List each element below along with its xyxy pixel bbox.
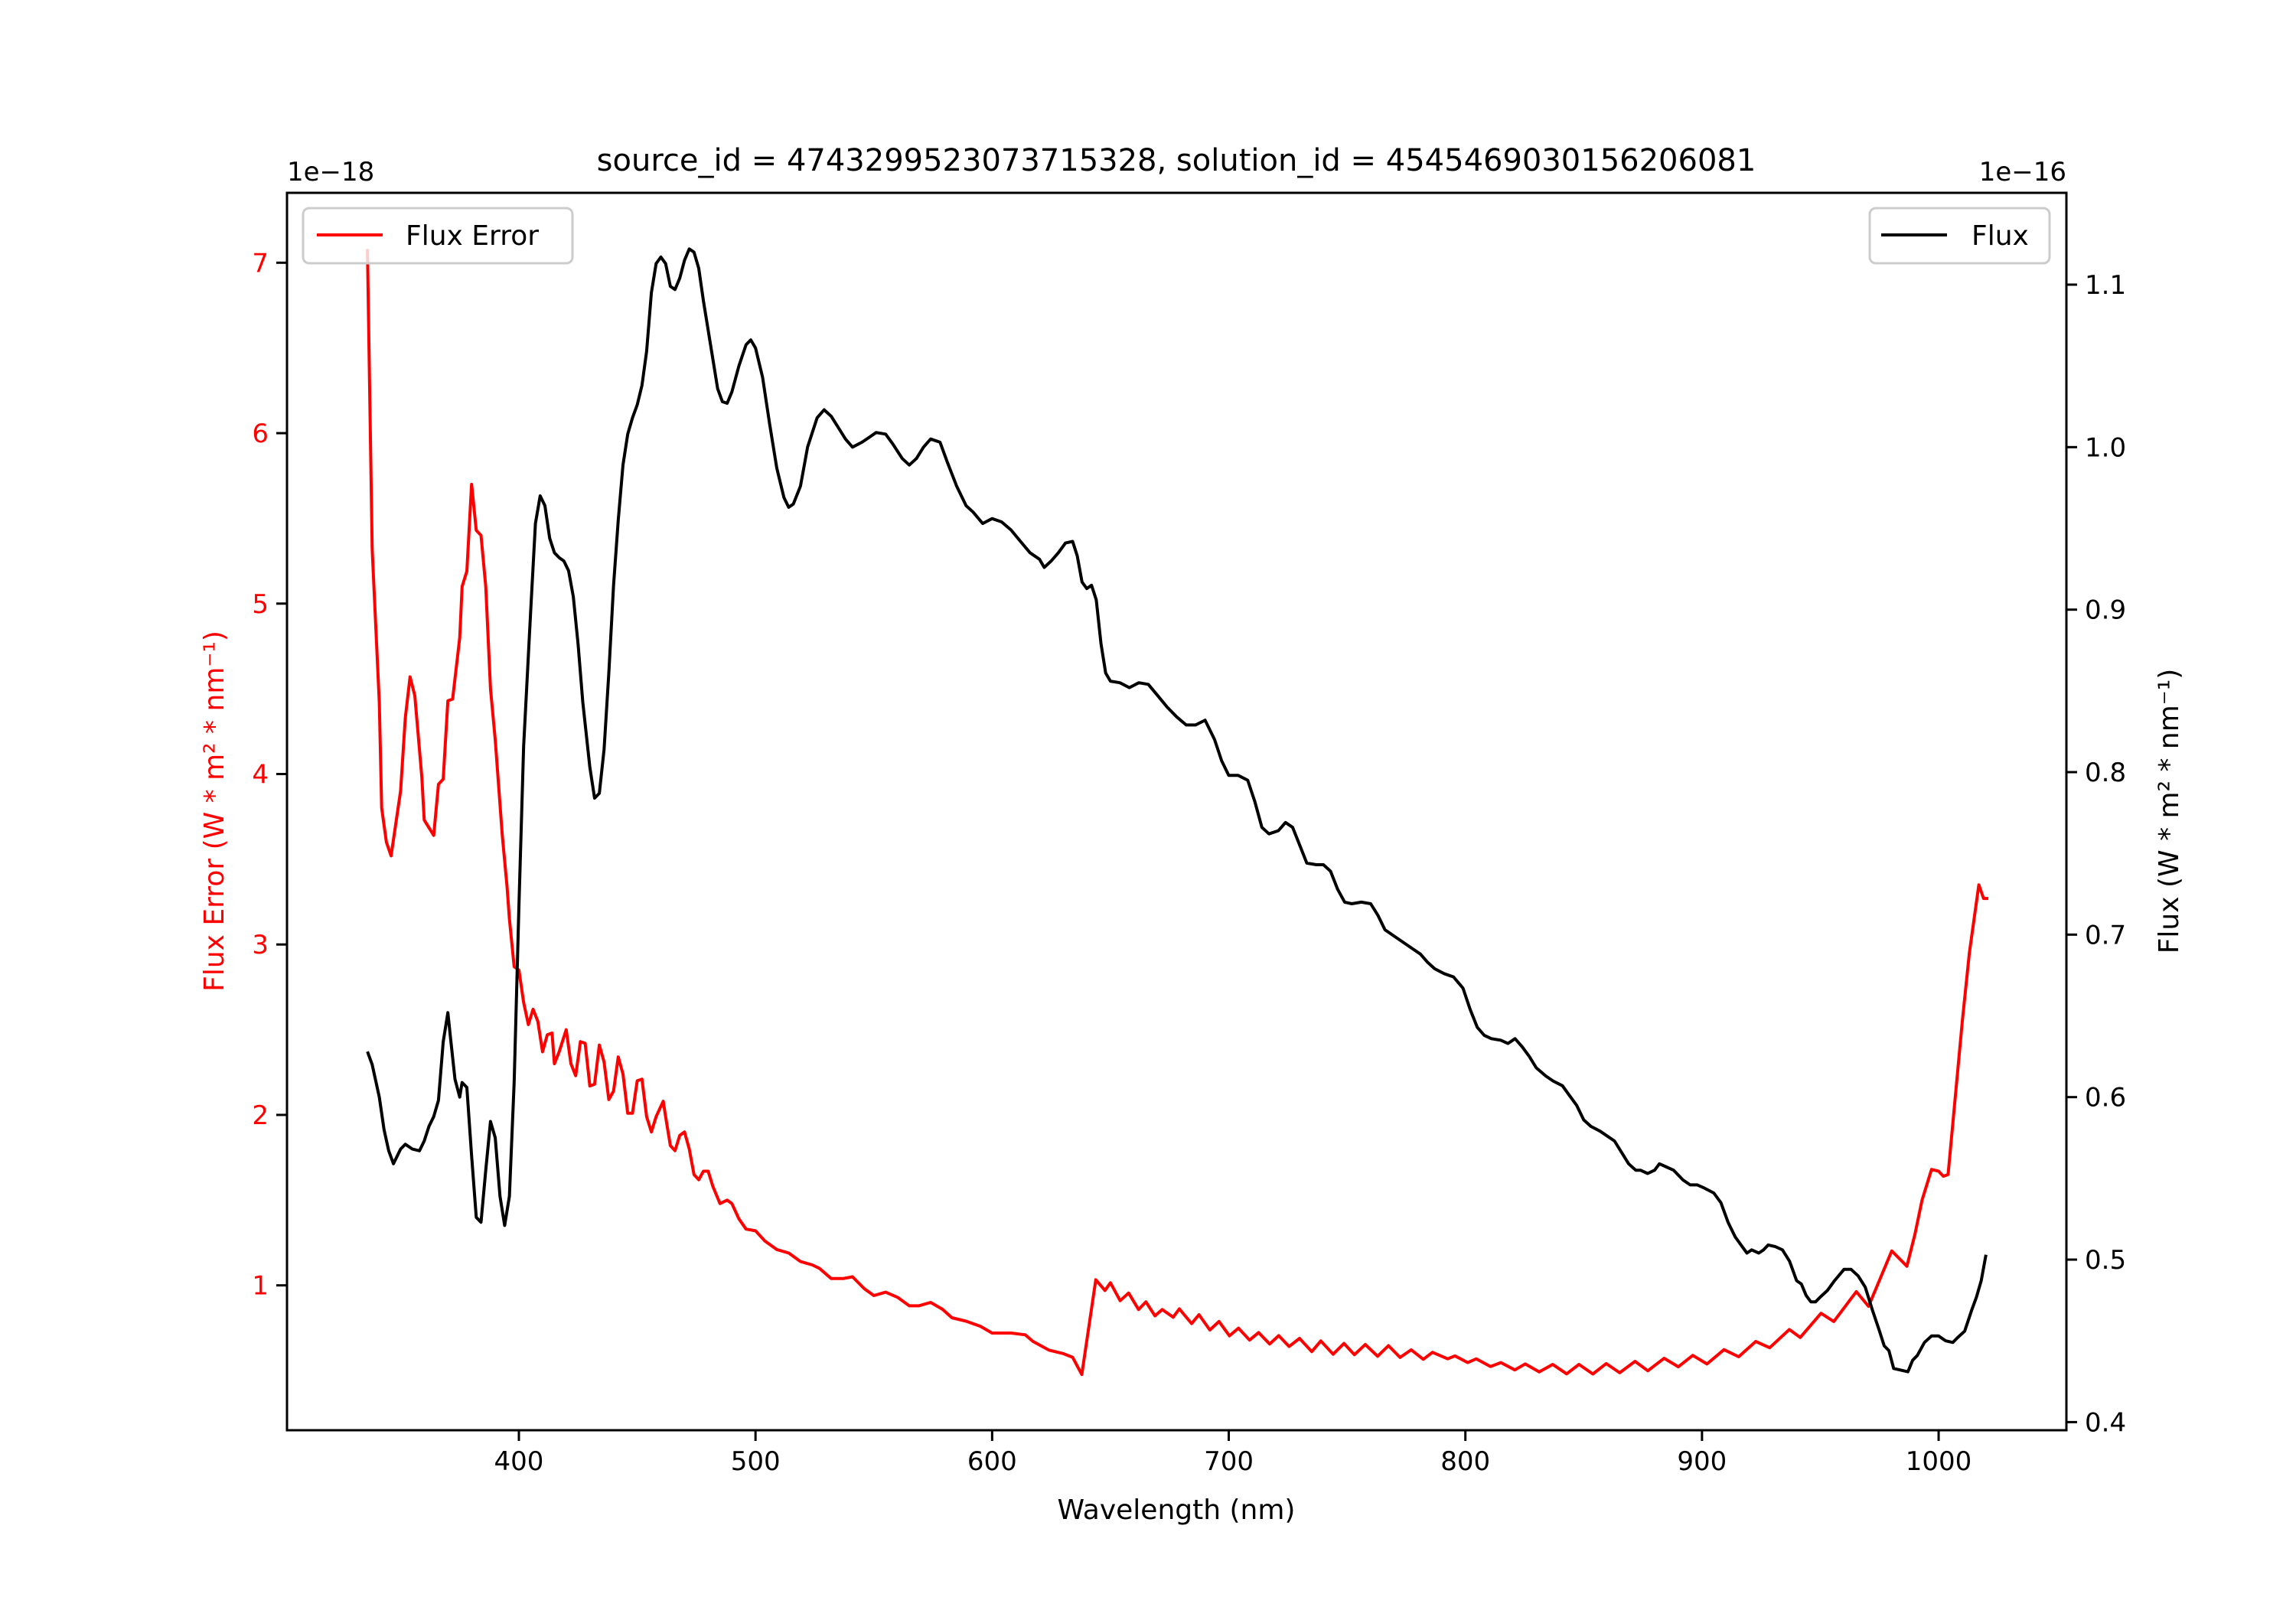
x-tick-label: 1000 xyxy=(1906,1446,1972,1477)
right-axis-label: Flux (W * m² * nm⁻¹) xyxy=(2154,669,2185,954)
left-tick-label: 1 xyxy=(252,1271,269,1302)
right-tick-label: 0.7 xyxy=(2085,920,2126,950)
left-tick-label: 5 xyxy=(252,589,269,620)
series-line-flux xyxy=(366,247,1988,1374)
legend-box xyxy=(302,207,574,265)
x-tick-label: 700 xyxy=(1204,1446,1254,1477)
left-tick-label: 4 xyxy=(252,760,269,790)
legend-label-flux: Flux xyxy=(1971,220,2029,252)
x-tick-label: 600 xyxy=(967,1446,1017,1477)
series-line-flux-error xyxy=(366,249,1988,1377)
right-tick-label: 1.1 xyxy=(2085,270,2126,301)
left-tick-label: 2 xyxy=(252,1100,269,1131)
right-tick-label: 0.4 xyxy=(2085,1407,2126,1438)
left-axis-label: Flux Error (W * m² * nm⁻¹) xyxy=(199,631,230,992)
x-tick-label: 500 xyxy=(731,1446,781,1477)
series-layer xyxy=(366,247,1988,1377)
right-axis-ticks: 0.4 0.5 0.6 0.7 0.8 0.9 1.0 1.1 xyxy=(2066,270,2126,1438)
right-tick-label: 1.0 xyxy=(2085,432,2126,463)
legend-label-flux-error: Flux Error xyxy=(406,220,539,252)
x-axis-ticks: 400 500 600 700 800 900 1000 xyxy=(494,1430,1972,1477)
x-tick-label: 400 xyxy=(494,1446,544,1477)
left-tick-label: 7 xyxy=(252,248,269,279)
legend-box xyxy=(1868,207,2051,265)
right-tick-label: 0.5 xyxy=(2085,1245,2126,1276)
plot-frame xyxy=(285,191,2068,1432)
x-axis-label: Wavelength (nm) xyxy=(1058,1495,1296,1526)
left-tick-label: 6 xyxy=(252,419,269,449)
right-tick-label: 0.9 xyxy=(2085,595,2126,626)
right-offset-text: 1e−16 xyxy=(1979,157,2066,187)
right-tick-label: 0.6 xyxy=(2085,1083,2126,1113)
legend-flux-error: Flux Error xyxy=(302,207,574,265)
legend-flux: Flux xyxy=(1868,207,2051,265)
chart-title: source_id = 4743299523073715328, solutio… xyxy=(597,143,1756,178)
left-tick-label: 3 xyxy=(252,930,269,960)
left-axis-ticks: 1 2 3 4 5 6 7 xyxy=(252,248,287,1302)
x-tick-label: 800 xyxy=(1440,1446,1490,1477)
right-tick-label: 0.8 xyxy=(2085,758,2126,788)
left-offset-text: 1e−18 xyxy=(287,157,374,187)
x-tick-label: 900 xyxy=(1677,1446,1727,1477)
